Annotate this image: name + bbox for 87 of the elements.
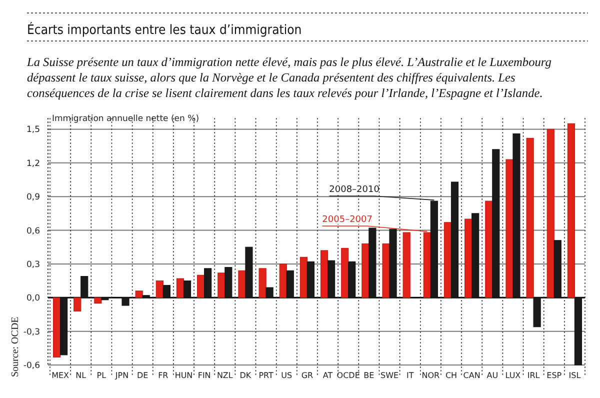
bar <box>348 261 356 298</box>
y-tick-label: 0,9 <box>26 192 40 203</box>
x-tick-label: IT <box>406 371 414 380</box>
bar <box>327 260 336 298</box>
bar <box>512 133 520 298</box>
x-tick-label: PRT <box>258 371 274 380</box>
x-tick-label: IRL <box>527 371 540 380</box>
x-tick-label: JPN <box>114 371 129 380</box>
bar <box>389 228 397 298</box>
y-tick-label: -0,6 <box>23 361 40 371</box>
bar <box>526 138 534 298</box>
x-tick-label: OCDE <box>336 371 360 380</box>
bar <box>101 297 109 300</box>
x-tick-label: CH <box>445 371 458 380</box>
y-tick-label: 0,6 <box>26 226 40 236</box>
x-tick-label: GR <box>301 371 314 380</box>
bar <box>224 267 232 298</box>
chart-subtitle: La Suisse présente un taux d’immigration nette élevé, mais pas le plus élevé. L’Australie et le Luxembourg dépassent le taux suisse, alors que la Norvège et le Canada présentent des chiffres équivalents. Les conséquences de la crise se lisent clairement dans les taux relevés pour l’Irlande, l’Espagne et l’Islande. <box>26 55 552 100</box>
x-tick-label: NZL <box>216 371 234 380</box>
x-tick-label: LUX <box>505 371 522 380</box>
x-tick-label: AT <box>322 371 333 380</box>
x-tick-label: ESP <box>546 371 562 380</box>
bar <box>506 159 514 298</box>
bar <box>485 200 493 298</box>
y-tick-label: -0,3 <box>23 327 40 338</box>
x-tick-label: DE <box>136 371 148 380</box>
x-tick-label: MEX <box>52 371 70 380</box>
bar <box>204 268 212 298</box>
bar <box>554 240 562 298</box>
x-tick-label: AU <box>486 371 498 380</box>
bar <box>266 287 274 298</box>
x-tick-label: NOR <box>422 371 440 380</box>
x-tick-label: US <box>281 371 292 380</box>
bar <box>341 248 349 298</box>
bar <box>567 123 576 298</box>
y-axis-title: Immigration annuelle nette (en %) <box>52 114 200 124</box>
bar <box>444 222 452 298</box>
bar <box>279 264 287 298</box>
bar <box>320 250 328 298</box>
bar <box>197 274 205 298</box>
x-tick-label: FR <box>158 371 169 380</box>
bar <box>286 270 294 298</box>
bar <box>300 256 308 298</box>
bar <box>218 272 226 298</box>
bar <box>94 297 102 304</box>
bar <box>176 278 184 298</box>
bar <box>162 284 170 298</box>
bar <box>546 128 554 298</box>
bar <box>80 276 88 298</box>
bar <box>492 149 500 298</box>
bar <box>238 270 246 298</box>
bar <box>74 297 82 312</box>
bar <box>450 182 459 298</box>
y-tick-label: 0,3 <box>26 260 40 270</box>
x-tick-label: DK <box>240 371 252 380</box>
x-tick-label: NL <box>76 371 87 380</box>
bar <box>574 297 582 366</box>
source-note: Source: OCDE <box>10 316 21 377</box>
bar <box>122 297 130 306</box>
y-tick-label: 0,0 <box>26 294 40 304</box>
bar <box>533 297 541 328</box>
chart-title: Écarts importants entre les taux d’immigration <box>27 21 302 38</box>
bar <box>464 218 472 298</box>
text: 2005–2007 <box>322 215 372 225</box>
y-tick-label: 1,5 <box>26 125 40 136</box>
x-tick-label: CAN <box>463 371 480 380</box>
bar <box>156 280 164 298</box>
bar <box>60 297 68 356</box>
x-tick-label: PL <box>96 371 107 380</box>
x-tick-label: SWE <box>380 371 399 380</box>
bar <box>245 246 253 298</box>
x-tick-label: FIN <box>198 371 211 380</box>
bar <box>52 297 61 358</box>
bar <box>368 228 376 298</box>
text: 2008–2010 <box>329 185 380 195</box>
bar <box>382 243 390 298</box>
x-tick-label: HUN <box>174 371 193 380</box>
y-tick-label: 1,2 <box>26 158 40 169</box>
bar <box>142 295 150 298</box>
bar <box>362 243 370 298</box>
bar <box>472 213 480 298</box>
bar <box>183 280 192 298</box>
x-tick-label: BE <box>364 371 374 380</box>
bar <box>306 261 315 298</box>
bar <box>135 290 143 298</box>
x-tick-label: ISL <box>568 371 582 380</box>
bar <box>258 268 266 298</box>
